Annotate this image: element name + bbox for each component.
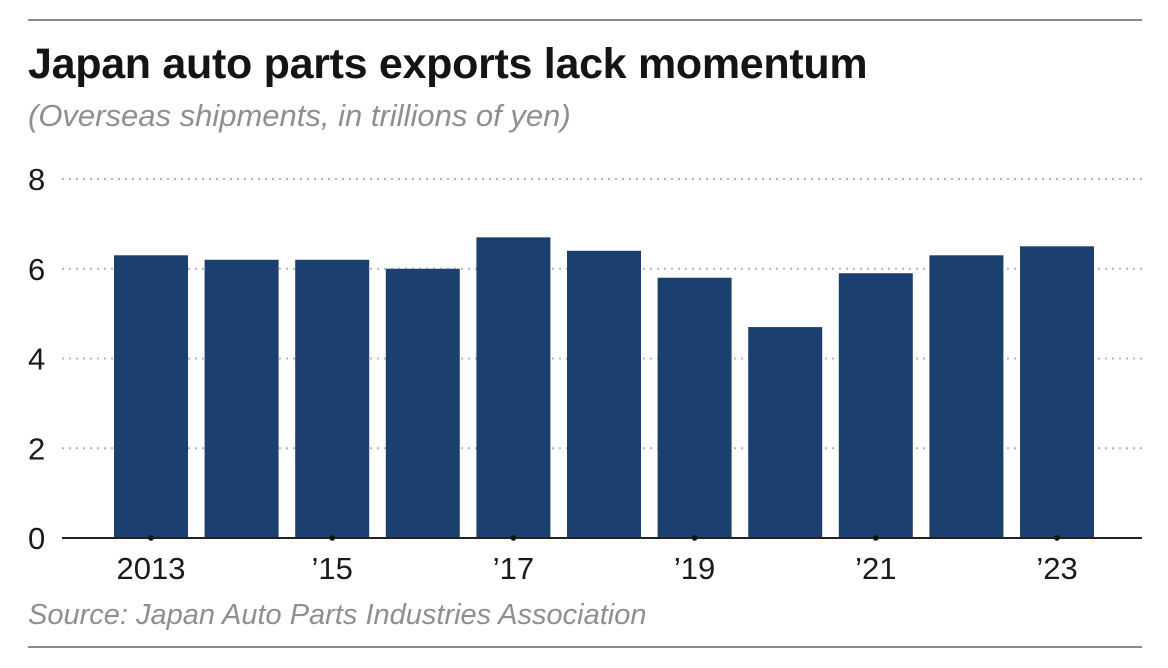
x-tick-mark (1054, 535, 1060, 541)
bar-2016 (385, 268, 460, 538)
y-tick-label: 2 (28, 431, 45, 466)
bar-2020 (748, 327, 823, 538)
bar-2015 (295, 259, 370, 538)
x-tick-mark (510, 535, 517, 541)
y-tick-label: 0 (28, 521, 45, 556)
bar-2019 (657, 277, 732, 538)
x-tick-label: ’19 (674, 551, 715, 586)
bars (114, 237, 1094, 539)
x-tick-label: ’21 (855, 551, 896, 586)
x-tick-label: ’15 (312, 551, 353, 586)
x-tick-mark (873, 535, 879, 541)
x-tick-mark (148, 535, 154, 541)
x-tick-mark (691, 535, 698, 541)
y-tick-label: 6 (28, 252, 45, 287)
x-axis (62, 535, 1142, 541)
x-tick-label: 2013 (117, 551, 186, 586)
x-axis-ticks: 2013 ’15 ’17 ’19 ’21 ’23 (117, 551, 1078, 586)
chart-title: Japan auto parts exports lack momentum (28, 40, 868, 88)
bar-2017 (476, 237, 551, 538)
y-tick-label: 8 (28, 162, 45, 197)
bar-2023 (1020, 246, 1094, 538)
bar-2013 (114, 255, 188, 538)
x-tick-label: ’17 (493, 551, 534, 586)
x-tick-label: ’23 (1036, 551, 1077, 586)
chart-subtitle: (Overseas shipments, in trillions of yen… (28, 98, 571, 133)
y-tick-label: 4 (28, 342, 45, 377)
x-tick-mark (329, 535, 336, 541)
y-axis-ticks: 0 2 4 6 8 (28, 162, 45, 556)
source-note: Source: Japan Auto Parts Industries Asso… (28, 599, 647, 631)
bottom-rule (28, 646, 1142, 648)
bar-2022 (929, 255, 1004, 538)
bar-2014 (204, 259, 279, 538)
bar-2018 (567, 250, 641, 539)
bar-2021 (838, 273, 913, 538)
top-rule (28, 19, 1142, 21)
